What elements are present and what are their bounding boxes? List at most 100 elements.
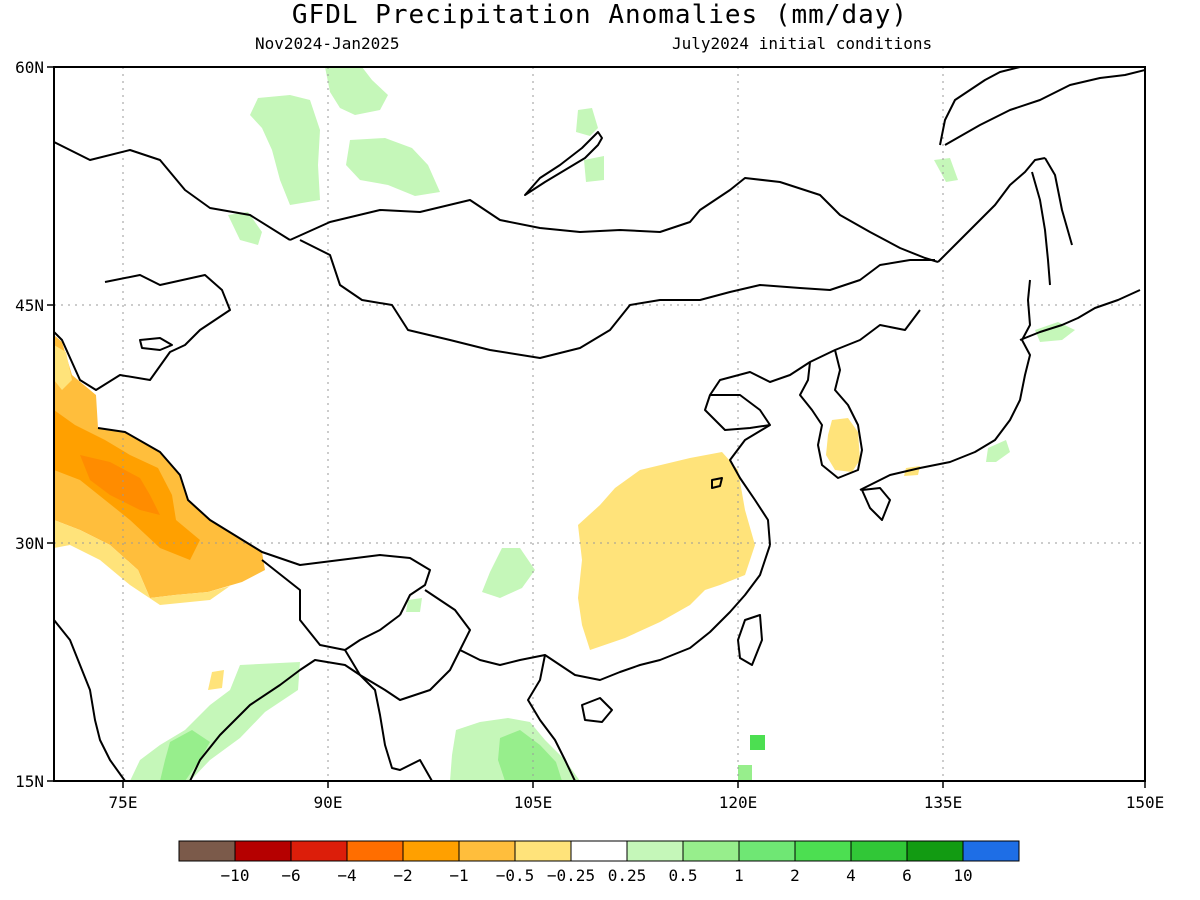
kamchatka-coast xyxy=(1044,157,1073,246)
lake-balkhash xyxy=(139,337,173,351)
myanmar-wet-patch xyxy=(406,598,422,612)
colorbar-label-2: −4 xyxy=(337,866,356,885)
lon-label-75e: 75E xyxy=(109,793,138,812)
lon-label-135e: 135E xyxy=(924,793,963,812)
kazakh-north-border xyxy=(54,141,291,241)
latitude-labels: 60N 45N 30N 15N xyxy=(15,58,44,791)
siberia-wet-region-west xyxy=(250,95,320,205)
russian-far-east-coast xyxy=(937,157,1046,263)
himalaya-light-fringe xyxy=(54,520,230,605)
philippines-wet-patch xyxy=(750,735,765,750)
baikal-wet-patch-2 xyxy=(584,156,604,182)
vietnam-coast xyxy=(527,654,576,781)
colorbar-label-8: 0.5 xyxy=(669,866,698,885)
hokkaido xyxy=(1019,289,1141,341)
central-china-dry-region xyxy=(578,452,755,650)
initial-conditions-label: July2024 initial conditions xyxy=(672,34,933,53)
lon-label-120e: 120E xyxy=(719,793,758,812)
colorbar-swatch-10 xyxy=(738,840,796,862)
bohai-coast xyxy=(704,394,771,431)
japan-kyushu xyxy=(861,487,891,521)
pakistan-dry-patch xyxy=(54,345,72,390)
colorbar-swatch-0 xyxy=(178,840,236,862)
colorbar-label-12: 6 xyxy=(902,866,912,885)
colorbar-swatch-3 xyxy=(346,840,404,862)
hokkaido-wet-patch xyxy=(1035,322,1075,342)
colorbar-swatch-14 xyxy=(962,840,1020,862)
himalaya-dry-region xyxy=(54,335,265,598)
siberia-wet-region-north xyxy=(325,67,388,115)
lat-label-45n: 45N xyxy=(15,296,44,315)
lat-label-30n: 30N xyxy=(15,534,44,553)
hainan-island xyxy=(581,697,613,723)
kazakh-wet-patch xyxy=(228,212,262,245)
colorbar-swatch-7 xyxy=(570,840,628,862)
lon-label-90e: 90E xyxy=(314,793,343,812)
mongolia-china-border xyxy=(299,239,935,359)
india-east-coast xyxy=(189,659,433,781)
colorbar-label-3: −2 xyxy=(393,866,412,885)
colorbar-swatch-5 xyxy=(458,840,516,862)
colorbar-swatch-6 xyxy=(514,840,572,862)
sakhalin xyxy=(1031,171,1051,286)
india-wet-inner xyxy=(160,730,210,781)
myanmar-border xyxy=(344,589,471,701)
colorbar-label-13: 10 xyxy=(953,866,972,885)
russia-mongolia-border xyxy=(289,177,939,263)
colorbar-swatch-2 xyxy=(290,840,348,862)
colorbar-label-5: −0.5 xyxy=(496,866,535,885)
coastline-layer xyxy=(54,67,1145,781)
philippines-wet-patch-2 xyxy=(738,765,752,781)
japan-wet-patch xyxy=(986,440,1010,462)
colorbar-label-11: 4 xyxy=(846,866,856,885)
siberia-wet-region-center xyxy=(346,138,440,196)
sakhalin-wet-patch xyxy=(934,158,958,182)
yellow-sea-islands xyxy=(711,477,723,489)
map-title: GFDL Precipitation Anomalies (mm/day) xyxy=(291,0,909,30)
lake-baikal xyxy=(524,131,603,196)
indochina-border xyxy=(459,544,771,681)
colorbar: −10 −6 −4 −2 −1 −0.5 −0.25 0.25 0.5 1 2 4 6 10 xyxy=(178,840,1020,885)
colorbar-label-4: −1 xyxy=(449,866,468,885)
himalaya-border xyxy=(97,427,431,616)
tibet-south-border xyxy=(261,559,401,651)
anomaly-shading-layer xyxy=(54,67,1075,781)
taiwan-island xyxy=(737,614,763,666)
himalaya-core-dark xyxy=(80,455,160,515)
india-coast xyxy=(54,619,126,781)
china-east-coast xyxy=(709,309,921,546)
colorbar-swatch-9 xyxy=(682,840,740,862)
tibet-wet-patch xyxy=(482,548,535,598)
colorbar-label-10: 2 xyxy=(790,866,800,885)
colorbar-swatch-11 xyxy=(794,840,852,862)
korea-peninsula xyxy=(799,349,863,479)
okhotsk-coast xyxy=(944,69,1145,146)
lat-label-60n: 60N xyxy=(15,58,44,77)
longitude-labels: 75E 90E 105E 120E 135E 150E xyxy=(109,793,1165,812)
north-russia-coast xyxy=(939,67,1021,146)
colorbar-label-0: −10 xyxy=(221,866,250,885)
lon-label-150e: 150E xyxy=(1126,793,1165,812)
lat-label-15n: 15N xyxy=(15,772,44,791)
colorbar-label-9: 1 xyxy=(734,866,744,885)
map-frame xyxy=(53,66,1146,782)
colorbar-label-7: 0.25 xyxy=(608,866,647,885)
central-asia-border xyxy=(54,274,231,391)
colorbar-swatch-13 xyxy=(906,840,964,862)
indochina-wet-region xyxy=(498,730,562,781)
japan-honshu xyxy=(859,279,1031,491)
map-background xyxy=(54,67,1145,781)
colorbar-label-1: −6 xyxy=(281,866,300,885)
lon-label-105e: 105E xyxy=(514,793,553,812)
india-east-dry-patch xyxy=(208,670,224,690)
axis-ticks xyxy=(47,66,1146,788)
colorbar-swatch-12 xyxy=(850,840,908,862)
korea-dry-region xyxy=(826,418,860,472)
colorbar-swatch-4 xyxy=(402,840,460,862)
colorbar-swatch-8 xyxy=(626,840,684,862)
baikal-wet-patch xyxy=(576,108,598,136)
colorbar-swatch-1 xyxy=(234,840,292,862)
colorbar-label-6: −0.25 xyxy=(547,866,595,885)
forecast-period: Nov2024-Jan2025 xyxy=(255,34,400,53)
